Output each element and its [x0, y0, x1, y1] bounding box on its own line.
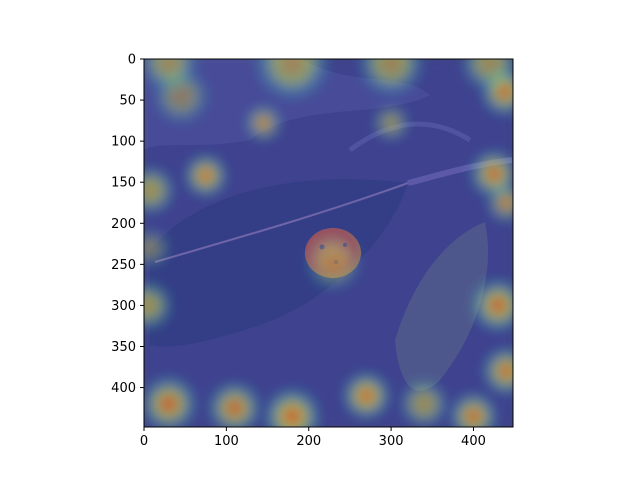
plot-frame: [143, 58, 514, 428]
heatmap-hotspot: [171, 86, 191, 106]
x-tick-label: 100: [214, 434, 239, 449]
y-axis: 0 50 100 150 200 250 300 350 400: [111, 53, 144, 396]
y-tick-label: 50: [119, 94, 136, 109]
heatmap-hotspot: [324, 253, 343, 273]
heatmap-hotspot: [198, 168, 213, 183]
heatmap-hotspot: [496, 84, 513, 100]
heatmap-hotspot: [489, 296, 507, 315]
heatmap-hotspot: [385, 117, 397, 129]
heatmap-hotspot: [358, 387, 375, 404]
y-tick-label: 400: [111, 381, 136, 396]
y-tick-label: 300: [111, 299, 136, 314]
heatmap-hotspot: [144, 241, 157, 255]
heatmap-hotspot: [498, 363, 513, 379]
y-tick-label: 150: [111, 176, 136, 191]
heatmap-hotspot: [144, 182, 159, 199]
heatmap-hotspot: [380, 59, 403, 75]
y-tick-label: 0: [128, 53, 136, 68]
heatmap-hotspot: [144, 297, 156, 314]
x-axis: 0 100 200 300 400: [140, 427, 486, 449]
x-tick-label: 300: [379, 434, 404, 449]
heatmap-hotspot: [416, 396, 432, 412]
heatmap-hotspot: [465, 408, 482, 425]
x-tick-label: 200: [296, 434, 321, 449]
y-tick-label: 250: [111, 258, 136, 273]
y-tick-label: 350: [111, 340, 136, 355]
y-tick-label: 100: [111, 135, 136, 150]
heatmap-hotspot: [159, 59, 179, 73]
heatmap-hotspot: [279, 59, 305, 76]
plot-area: [144, 59, 513, 427]
x-tick-label: 0: [140, 434, 148, 449]
y-tick-label: 200: [111, 217, 136, 232]
x-tick-label: 400: [461, 434, 486, 449]
heatmap-hotspot: [257, 117, 270, 129]
heatmap-overlay: [144, 59, 513, 427]
heatmap-hotspot: [480, 59, 500, 73]
heatmap-hotspot: [159, 394, 179, 414]
heatmap-hotspot: [225, 399, 244, 417]
heatmap-hotspot: [486, 166, 502, 182]
heatmap-hotspot: [500, 196, 513, 210]
heatmap-hotspot: [282, 406, 302, 426]
